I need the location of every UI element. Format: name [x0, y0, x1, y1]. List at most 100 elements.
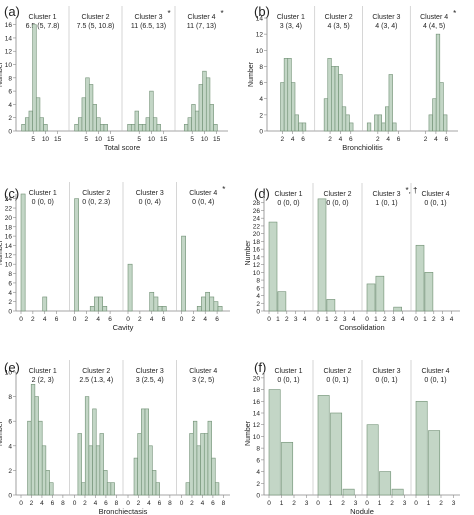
bar	[144, 408, 149, 496]
bar	[388, 74, 393, 132]
x-tick-label: 2	[390, 500, 394, 507]
bar	[375, 275, 385, 312]
cluster-name: Cluster 3	[136, 190, 164, 197]
x-axis-label: Cavity	[113, 323, 134, 332]
y-tick-label: 2	[8, 115, 12, 122]
cluster-1: Cluster 1 3 (3, 4) 2 4 6	[277, 14, 307, 143]
bar	[134, 110, 139, 132]
x-tick-label: 4	[291, 136, 295, 143]
x-tick-label: 8	[115, 500, 119, 507]
cluster-stat: 4 (3, 5)	[328, 23, 350, 30]
y-tick-label: 20	[253, 231, 261, 238]
x-tick-label: 3	[403, 500, 407, 507]
cluster-1: Cluster 1 2 (2, 3) 0 2 4 6 8	[19, 368, 65, 507]
x-tick-label: 15	[160, 136, 168, 143]
bar	[323, 98, 329, 132]
bar	[81, 482, 86, 496]
bar	[194, 110, 200, 132]
cluster-name: Cluster 2	[323, 368, 351, 375]
y-tick-label: 4	[8, 290, 12, 297]
y-tick-label: 12	[256, 32, 264, 39]
bar	[92, 408, 97, 496]
significance-marker: *	[221, 9, 224, 18]
x-tick-label: 4	[43, 316, 47, 323]
bar	[213, 301, 219, 312]
bar	[366, 122, 372, 132]
y-tick-label: 14	[253, 254, 261, 261]
bar	[277, 291, 287, 312]
bar	[38, 420, 43, 496]
bar	[385, 106, 390, 132]
bar	[149, 291, 155, 312]
x-axis-label: Bronchiectasis	[99, 507, 148, 515]
bar	[161, 306, 167, 312]
cluster-3: Cluster 31 (0, 1)*, †0 1 2 3 4	[361, 183, 418, 323]
x-tick-label: 8	[168, 500, 172, 507]
cluster-stat: 3 (2, 5)	[192, 377, 214, 384]
x-tick-label: 1	[280, 500, 284, 507]
y-tick-label: 2	[8, 299, 12, 306]
bar	[209, 104, 214, 132]
x-tick-label: 6	[444, 136, 448, 143]
y-tick-label: 14	[256, 16, 264, 23]
cluster-name: Cluster 1	[29, 368, 57, 375]
bar	[181, 235, 186, 312]
y-tick-label: 20	[253, 375, 261, 382]
bar	[326, 299, 336, 312]
bar	[99, 124, 105, 132]
y-tick-label: 6	[8, 89, 12, 96]
y-axis-label: Number	[0, 420, 4, 446]
x-tick-label: 0	[180, 500, 184, 507]
y-tick-label: 16	[5, 234, 13, 241]
y-tick-label: 4	[8, 102, 12, 109]
x-tick-label: 2	[31, 316, 35, 323]
bar	[88, 84, 94, 132]
bar	[32, 24, 37, 132]
bar	[291, 82, 296, 132]
bar	[201, 296, 206, 312]
panel-label: (d)	[254, 186, 270, 201]
bar	[42, 296, 48, 312]
cluster-4: Cluster 4 11 (7, 13) * 5 10 15	[174, 6, 224, 143]
bar	[95, 445, 101, 496]
x-tick-label: 1	[325, 316, 329, 323]
bar	[21, 124, 26, 132]
x-tick-label: 1	[329, 500, 333, 507]
cluster-name: Cluster 1	[28, 14, 56, 21]
bar	[85, 77, 90, 132]
bar	[41, 445, 47, 496]
bar	[432, 98, 437, 132]
cluster-stat: 4 (3, 4)	[375, 23, 397, 30]
bar	[153, 296, 159, 312]
bar	[213, 124, 218, 132]
y-axis-label: Number	[0, 61, 4, 87]
y-tick-label: 18	[5, 224, 13, 231]
bar	[20, 193, 26, 312]
y-tick-label: 2	[259, 112, 263, 119]
x-tick-label: 3	[392, 316, 396, 323]
cluster-name: Cluster 3	[372, 14, 400, 21]
cluster-stat: 3 (3, 4)	[280, 23, 302, 30]
y-tick-label: 18	[253, 387, 261, 394]
x-tick-label: 4	[94, 500, 98, 507]
bar	[39, 117, 44, 132]
bar	[27, 420, 32, 496]
bar	[156, 124, 161, 132]
x-tick-label: 1	[276, 316, 280, 323]
panel-label: (e)	[4, 360, 20, 375]
x-tick-label: 6	[211, 500, 215, 507]
cluster-stat: 0 (0, 2.3)	[82, 199, 110, 206]
x-tick-label: 4	[203, 316, 207, 323]
bar	[74, 124, 79, 132]
bar	[268, 389, 281, 496]
bar	[287, 58, 292, 132]
cluster-stat: 4 (4, 5)	[423, 23, 445, 30]
cluster-stat: 0 (0, 1)	[424, 200, 446, 207]
y-tick-label: 20	[5, 215, 13, 222]
y-tick-label: 0	[256, 493, 260, 500]
x-tick-label: 5	[31, 136, 35, 143]
cluster-name: Cluster 2	[81, 14, 109, 21]
